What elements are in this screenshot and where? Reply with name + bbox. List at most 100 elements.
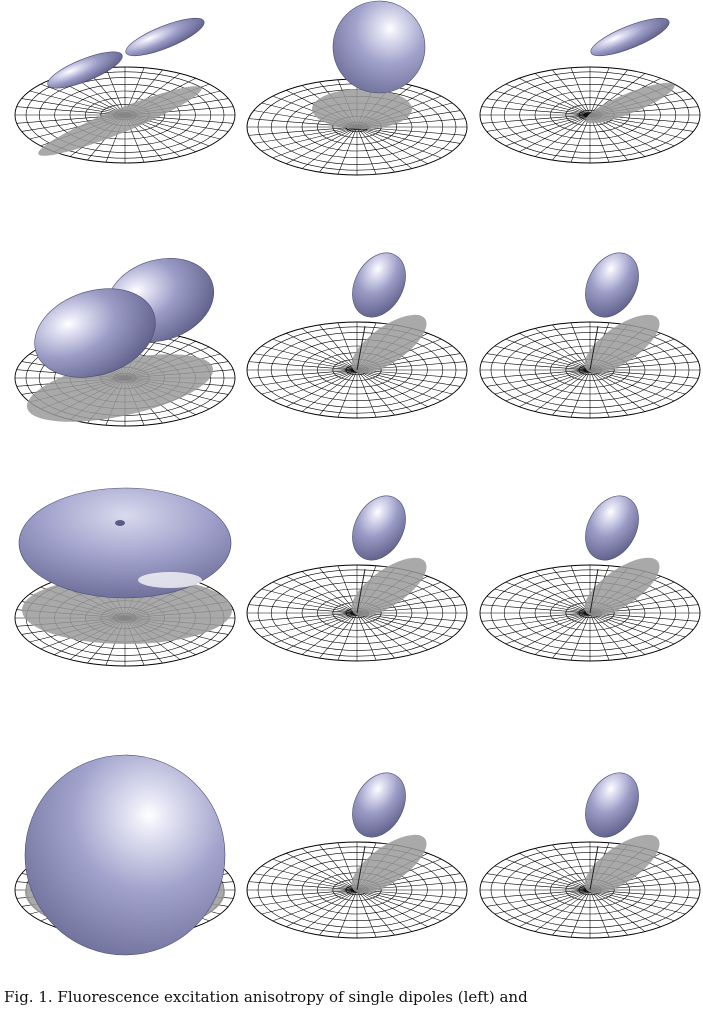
disc-spoke — [505, 370, 587, 402]
disc-spoke — [16, 106, 121, 115]
emission-lobe — [352, 772, 406, 838]
disc-spoke — [319, 128, 356, 173]
disc-spoke — [361, 613, 461, 630]
disc-spoke — [481, 881, 586, 890]
disc-spoke — [361, 370, 466, 379]
disc-spoke — [594, 890, 694, 907]
disc-spoke — [593, 890, 686, 915]
disc-spoke — [359, 128, 413, 169]
dipole-axis — [589, 845, 599, 891]
emission-lobe — [352, 252, 406, 318]
disc-spoke — [534, 73, 588, 114]
disc-spoke — [248, 890, 353, 899]
disc-spoke — [592, 614, 646, 655]
disc-spoke — [272, 613, 354, 645]
disc-spoke — [357, 891, 377, 938]
disc-spoke — [360, 890, 453, 915]
disc-spoke — [357, 614, 377, 661]
disc-spoke — [505, 83, 587, 115]
disc-spoke — [360, 890, 442, 922]
disc-spoke — [505, 115, 587, 147]
disc-spoke — [505, 890, 587, 922]
disc-spoke — [261, 890, 354, 915]
disc-spoke — [591, 371, 628, 416]
dipole-axis — [356, 325, 366, 371]
disc-spoke — [592, 116, 646, 157]
panel-row3-col2 — [246, 495, 468, 662]
disc-spoke — [519, 891, 588, 928]
disc-spoke — [253, 127, 353, 144]
disc-spoke — [505, 613, 587, 645]
disc-spoke — [361, 890, 461, 907]
disc-spoke — [301, 128, 355, 169]
disc-spoke — [253, 353, 353, 370]
disc-spoke — [301, 891, 355, 932]
disc-spoke — [286, 852, 355, 889]
disc-spoke — [248, 604, 353, 613]
disc-spoke — [301, 328, 355, 369]
disc-spoke — [592, 614, 661, 651]
disc-spoke — [286, 332, 355, 369]
excitation-sphere — [24, 754, 226, 956]
dipole-axis — [356, 845, 366, 891]
disc-spoke — [494, 613, 587, 638]
disc-spoke — [494, 370, 587, 395]
disc-spoke — [481, 361, 586, 370]
emission-lobe — [585, 252, 639, 318]
disc-spoke — [105, 67, 125, 114]
disc-spoke — [590, 614, 610, 661]
disc-spoke — [570, 614, 590, 661]
disc-spoke — [253, 873, 353, 890]
lobe-shadow — [351, 557, 427, 617]
emission-lobe — [585, 772, 639, 838]
disc-spoke — [591, 116, 628, 161]
panel-row1-col2 — [246, 0, 468, 176]
panel-row4-col1 — [14, 754, 236, 956]
disc-spoke — [594, 613, 699, 622]
disc-spoke — [360, 613, 442, 645]
disc-spoke — [486, 370, 586, 387]
disc-spoke — [505, 581, 587, 613]
disc-spoke — [519, 116, 588, 153]
disc-spoke — [360, 370, 453, 395]
disc-spoke — [359, 891, 428, 928]
disc-spoke — [248, 370, 353, 379]
torus-dimple — [115, 520, 125, 526]
lobe-shadow — [38, 86, 202, 156]
disc-spoke — [593, 370, 686, 395]
disc-spoke — [253, 370, 353, 387]
disc-spoke — [286, 891, 355, 928]
disc-spoke — [494, 345, 587, 370]
disc-spoke — [594, 613, 694, 630]
torus-highlight — [138, 572, 202, 588]
disc-spoke — [361, 890, 466, 899]
disc-spoke — [534, 848, 588, 889]
lobe-shadow — [351, 834, 427, 894]
disc-spoke — [360, 127, 442, 159]
disc-spoke — [359, 371, 428, 408]
disc-spoke — [301, 848, 355, 889]
disc-spoke — [494, 588, 587, 613]
disc-spoke — [319, 324, 356, 369]
lobe-shadow — [585, 82, 675, 124]
disc-spoke — [360, 370, 442, 402]
disc-spoke — [552, 324, 589, 369]
disc-spoke — [494, 890, 587, 915]
disc-spoke — [592, 371, 646, 412]
disc-spoke — [359, 891, 413, 932]
disc-spoke — [337, 614, 357, 661]
disc-spoke — [29, 90, 122, 115]
disc-spoke — [552, 567, 589, 612]
disc-spoke — [361, 127, 461, 144]
disc-spoke — [594, 890, 699, 899]
disc-spoke — [272, 127, 354, 159]
disc-spoke — [592, 371, 661, 408]
disc-spoke — [481, 604, 586, 613]
disc-spoke — [570, 67, 590, 114]
disc-spoke — [519, 614, 588, 651]
disc-spoke — [272, 581, 354, 613]
disc-spoke — [357, 371, 377, 418]
disc-spoke — [337, 128, 357, 175]
disc-spoke — [319, 844, 356, 889]
disc-spoke — [534, 571, 588, 612]
